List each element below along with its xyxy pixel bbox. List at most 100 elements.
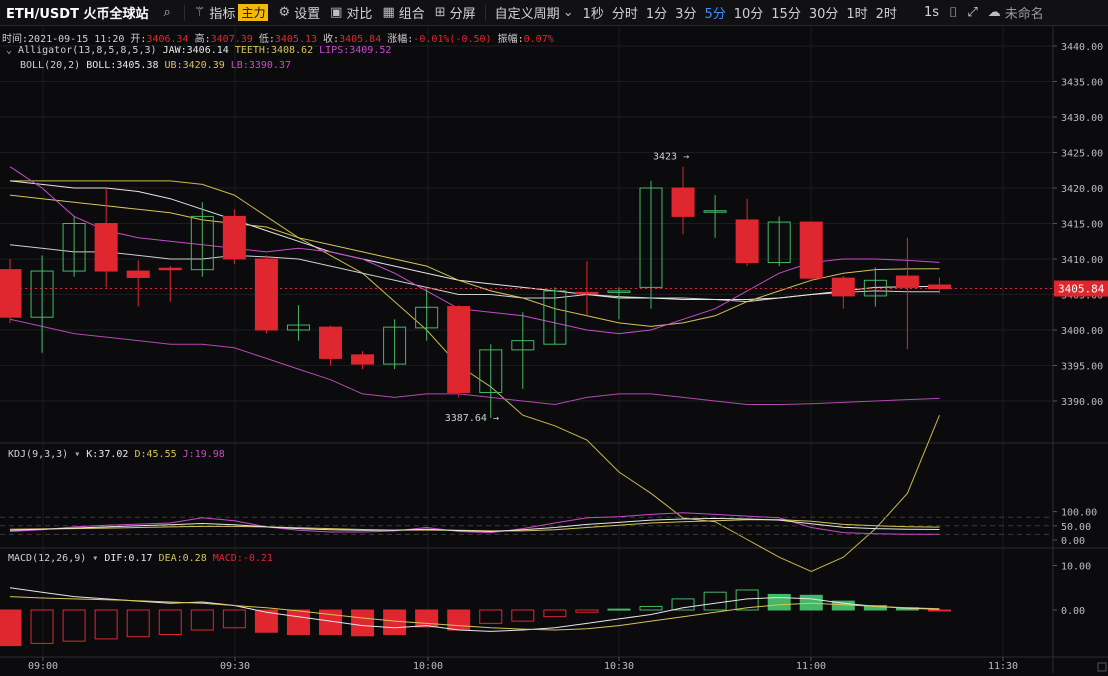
candle-body[interactable]: [639, 187, 663, 288]
info-open: 3406.34: [146, 34, 189, 45]
candle-body[interactable]: [767, 221, 791, 264]
macd-histogram-bar: [703, 591, 727, 611]
period-5[interactable]: 10分: [733, 7, 764, 22]
split-label: 分屏: [449, 7, 476, 22]
low-annotation: 3387.64 →: [445, 413, 499, 424]
kdj-axis-label: 50.00: [1061, 522, 1091, 533]
candle-body[interactable]: [671, 187, 695, 217]
divider: [484, 4, 486, 21]
macd-histogram-bar: [0, 609, 22, 647]
symbol-search-icon[interactable]: ⌕: [163, 5, 171, 20]
chart-area[interactable]: 3440.00 3435.00 3430.00 3425.00 3420.00 3415.…: [0, 26, 1108, 673]
period-2[interactable]: 1分: [645, 7, 668, 22]
macd-dea: DEA:0.28: [158, 553, 207, 564]
cloud-label: 未命名: [1004, 7, 1044, 22]
indicator-label: 指标: [209, 7, 236, 22]
candle-body[interactable]: [158, 267, 182, 271]
candle-body[interactable]: [799, 221, 823, 279]
candle-body[interactable]: [319, 326, 342, 359]
macd-value: MACD:-0.21: [212, 553, 273, 564]
top-toolbar: ETH/USDT 火币全球站 ⌕ ⚚ 指标 主力 ⚙ 设置 ▣ 对比 ▦ 组合 ⊞ 分屏 自…: [0, 0, 1108, 26]
candle-body[interactable]: [415, 306, 439, 329]
candle-body[interactable]: [126, 270, 150, 278]
custom-period-dropdown[interactable]: 自定义周期 ⌄: [490, 0, 579, 25]
candle-body[interactable]: [351, 354, 375, 365]
boll-ub: UB:3420.39: [164, 60, 225, 71]
candle-body[interactable]: [735, 219, 759, 264]
time-axis-label: 10:00: [413, 661, 443, 672]
symbol-title[interactable]: ETH/USDT 火币全球站: [6, 7, 149, 22]
alligator-legend[interactable]: ⌄ Alligator(13,8,5,8,5,3) JAW:3406.14 TE…: [6, 45, 392, 56]
candle-body[interactable]: [222, 215, 246, 260]
candle-body[interactable]: [831, 277, 855, 297]
candle-body[interactable]: [511, 340, 535, 351]
settings-button[interactable]: ⚙ 设置: [273, 0, 325, 25]
fullscreen-icon[interactable]: ⤢: [967, 5, 978, 20]
compare-icon: ▣: [330, 5, 343, 20]
cloud-icon: ☁: [987, 5, 1001, 20]
time-axis-label: 10:30: [604, 661, 634, 672]
candle-body[interactable]: [895, 275, 919, 288]
candle-body[interactable]: [479, 349, 503, 393]
macd-histogram-bar: [639, 605, 663, 611]
period-6[interactable]: 15分: [771, 7, 801, 22]
resize-grip[interactable]: [1097, 662, 1107, 672]
candle-body[interactable]: [254, 258, 278, 331]
cloud-save-button[interactable]: ☁ 未命名: [983, 0, 1049, 25]
candle-body[interactable]: [190, 215, 214, 271]
macd-histogram-bar: [799, 594, 823, 611]
boll-lb: LB:3390.37: [230, 60, 291, 71]
alligator-lips: LIPS:3409.52: [319, 45, 392, 56]
boll-upper-line: [10, 180, 940, 572]
candle-body[interactable]: [383, 326, 407, 365]
alligator-jaw: JAW:3406.14: [162, 45, 229, 56]
candle-body[interactable]: [94, 223, 118, 272]
candle-body[interactable]: [607, 290, 631, 293]
period-0[interactable]: 1秒: [582, 7, 604, 22]
candle-body[interactable]: [703, 210, 727, 213]
period-7[interactable]: 30分: [808, 7, 839, 22]
macd-legend[interactable]: MACD(12,26,9) ▾ DIF:0.17 DEA:0.28 MACD:-…: [8, 553, 273, 564]
macd-histogram-bar: [351, 609, 375, 637]
period-8[interactable]: 1时: [846, 7, 868, 22]
candle-body[interactable]: [286, 324, 310, 331]
kdj-legend[interactable]: KDJ(9,3,3) ▾ K:37.02 D:45.55 J:19.98: [8, 449, 225, 460]
candle-body[interactable]: [575, 291, 599, 295]
price-axis-label: 3410.00: [1061, 255, 1103, 266]
macd-dea-line: [9, 596, 940, 631]
boll-legend[interactable]: BOLL(20,2) BOLL:3405.38 UB:3420.39 LB:33…: [20, 60, 291, 71]
alligator-teeth: TEETH:3408.62: [234, 45, 314, 56]
split-screen-button[interactable]: ⊞ 分屏: [430, 0, 481, 25]
price-axis-label: 3420.00: [1061, 184, 1103, 195]
period-9[interactable]: 2时: [875, 7, 897, 22]
candle-body[interactable]: [543, 290, 567, 345]
gear-icon: ⚙: [278, 5, 291, 20]
interval-button[interactable]: 1s: [923, 5, 939, 20]
chart-canvas[interactable]: 3440.00 3435.00 3430.00 3425.00 3420.00 3415.…: [0, 26, 1108, 673]
candle-body[interactable]: [927, 284, 951, 290]
macd-histogram-bar: [575, 609, 599, 613]
indicator-button[interactable]: ⚚ 指标 主力: [189, 0, 274, 25]
macd-histogram-bar: [479, 609, 503, 624]
combine-button[interactable]: ▦ 组合: [377, 0, 429, 25]
compare-button[interactable]: ▣ 对比: [325, 0, 377, 25]
macd-histogram-bar: [30, 609, 54, 644]
macd-histogram-bar: [190, 609, 214, 631]
boll-lower-line: [9, 318, 940, 406]
candle-body[interactable]: [62, 223, 86, 272]
candle-body[interactable]: [30, 270, 54, 318]
camera-icon[interactable]: ⌷: [948, 4, 958, 21]
last-price-tag: [1054, 280, 1108, 297]
candle-body[interactable]: [0, 269, 22, 318]
candle-body[interactable]: [447, 306, 471, 393]
period-3[interactable]: 3分: [675, 7, 697, 22]
compare-label: 对比: [346, 7, 373, 22]
info-time: 2021-09-15 11:20: [28, 34, 125, 45]
macd-dif: DIF:0.17: [104, 553, 153, 564]
chevron-down-icon: ⌄: [562, 5, 574, 20]
price-axis-label: 3390.00: [1061, 397, 1103, 408]
macd-axis-label: 10.00: [1061, 562, 1091, 573]
period-1[interactable]: 分时: [611, 7, 638, 22]
macd-histogram-bar: [286, 609, 310, 635]
period-4[interactable]: 5分: [704, 7, 726, 22]
